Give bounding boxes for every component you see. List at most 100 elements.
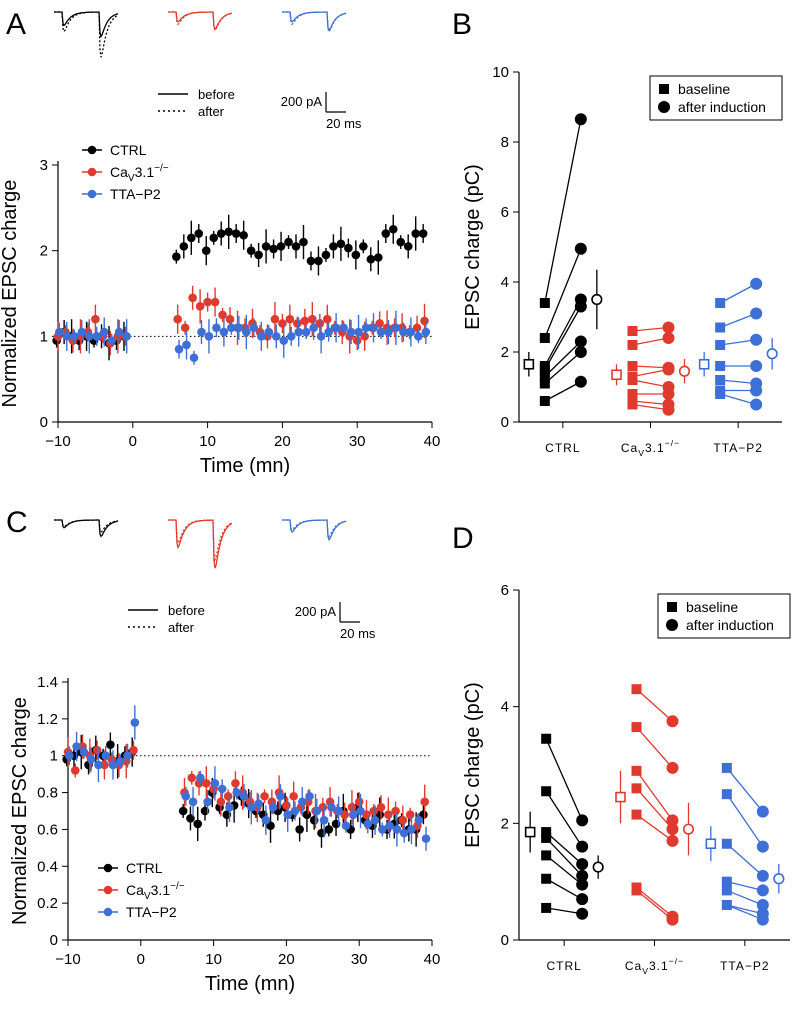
y-axis-title: EPSC charge (pC) (462, 164, 484, 330)
data-point (173, 314, 182, 324)
data-point (309, 323, 318, 333)
pair-line (632, 403, 669, 411)
baseline-point (627, 326, 638, 336)
trace-before-tta (282, 519, 347, 542)
data-point (225, 803, 234, 812)
after-point (576, 907, 589, 920)
data-point (84, 332, 94, 341)
mean-baseline (705, 838, 717, 850)
baseline-point (631, 765, 642, 776)
baseline-point (539, 333, 550, 343)
data-point (334, 806, 343, 816)
baseline-point (541, 827, 552, 838)
pair-line (544, 299, 582, 367)
after-point (662, 403, 675, 416)
data-point (406, 327, 416, 337)
label-main: Ca (110, 164, 128, 180)
legend-before: before (168, 603, 205, 618)
panel-letter-d: D (452, 522, 474, 555)
data-point (227, 323, 236, 333)
data-point (201, 246, 211, 255)
trace-after-cav (168, 519, 233, 562)
data-point (302, 810, 312, 819)
data-point (286, 332, 296, 341)
data-point (301, 327, 311, 337)
panel-letter-a: A (6, 8, 26, 41)
data-point (188, 293, 197, 303)
legend-circle (666, 619, 678, 631)
data-point (420, 797, 430, 807)
trace-after-ctrl (54, 11, 119, 58)
y-tick-label: 10 (492, 64, 509, 81)
data-point (271, 332, 281, 341)
data-point (403, 242, 413, 251)
after-point (756, 913, 769, 926)
data-point (276, 242, 286, 251)
label-main: Ca (625, 959, 642, 973)
data-point (354, 327, 363, 337)
data-point (392, 825, 402, 834)
series-tta (65, 705, 431, 851)
data-point (369, 806, 379, 816)
pair-line (546, 907, 583, 915)
data-point (174, 344, 184, 354)
legend-after: after induction (686, 617, 774, 633)
trace-inset-c (54, 519, 347, 569)
data-point (114, 327, 124, 337)
data-point (180, 323, 190, 333)
mean-baseline (615, 791, 626, 803)
data-point (217, 784, 227, 794)
baseline-point (721, 876, 732, 887)
x-tick-label: 0 (137, 951, 145, 968)
label-sup: −/− (154, 163, 169, 174)
data-point (100, 760, 109, 770)
mean-after (682, 823, 695, 835)
mean-baseline (523, 358, 535, 370)
legend-baseline: baseline (686, 599, 738, 615)
data-point (376, 803, 386, 812)
baseline-point (715, 361, 726, 371)
mean-after (678, 365, 691, 377)
after-point (756, 869, 769, 882)
after-point (576, 869, 589, 882)
data-point (212, 323, 221, 333)
after-point (574, 242, 587, 255)
data-point (289, 791, 298, 801)
y-axis-title: Normalized EPSC charge (9, 697, 31, 925)
data-point (399, 828, 409, 838)
legend-box (649, 75, 783, 121)
data-point (421, 327, 431, 337)
data-point (278, 319, 287, 328)
pair-line (545, 878, 583, 900)
data-point (344, 243, 353, 253)
y-tick-label: 1 (50, 748, 58, 765)
baseline-point (631, 885, 642, 896)
y-tick-label: 1.4 (37, 674, 58, 691)
baseline-point (631, 722, 642, 733)
scale-time: 20 ms (326, 116, 362, 131)
data-point (223, 791, 233, 801)
after-point (756, 805, 769, 818)
data-point (203, 297, 212, 307)
trace-after-tta (282, 519, 347, 538)
baseline-point (627, 375, 638, 385)
pair-line (545, 831, 583, 865)
pair-line (544, 248, 582, 339)
y-tick-label: 4 (501, 274, 509, 291)
legend-marker (103, 885, 113, 895)
label-sup: −/− (170, 881, 185, 892)
data-point (264, 327, 274, 337)
category-label: CaV3.1−/− (625, 956, 684, 976)
pair-line (545, 790, 583, 848)
data-point (181, 791, 191, 801)
pair-line (636, 886, 673, 918)
x-tick-label: −10 (45, 433, 70, 450)
data-point (294, 327, 304, 337)
legend-label: TTA−P2 (110, 186, 161, 202)
data-point (412, 323, 422, 333)
pair-line (545, 854, 583, 886)
pair-line (726, 889, 764, 906)
pair-line (632, 379, 669, 388)
